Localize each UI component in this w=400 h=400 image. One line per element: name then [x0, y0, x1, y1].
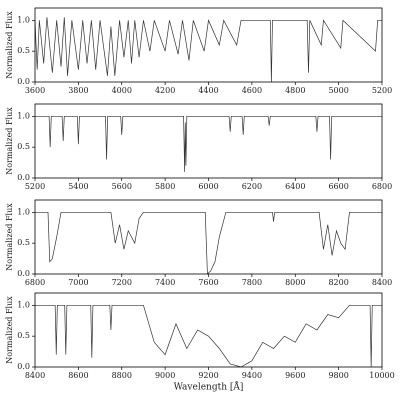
x-tick-label: 9400 — [242, 371, 262, 380]
x-tick-label: 9800 — [328, 371, 348, 380]
x-tick-label: 7800 — [242, 278, 262, 287]
x-tick-label: 4200 — [155, 86, 175, 95]
spectrum-line — [35, 304, 382, 368]
x-tick-label: 5200 — [372, 86, 392, 95]
x-axis-label: Wavelength [Å] — [174, 381, 244, 393]
y-tick-label: 1.0 — [17, 15, 30, 24]
x-tick-label: 6800 — [372, 182, 392, 191]
y-axis-label: Normalized Flux — [5, 11, 14, 79]
plot-frame — [34, 199, 383, 275]
x-tick-label: 8800 — [112, 371, 132, 380]
y-tick-label: 0.0 — [17, 173, 30, 182]
y-axis-label: Normalized Flux — [5, 203, 14, 271]
y-tick-label: 1.0 — [17, 111, 30, 120]
x-tick-label: 8600 — [68, 371, 88, 380]
x-tick-label: 6400 — [285, 182, 305, 191]
spectrum-line — [35, 115, 382, 172]
x-tick-label: 6600 — [328, 182, 348, 191]
y-tick-label: 1.0 — [17, 207, 30, 216]
x-tick-label: 9200 — [198, 371, 218, 380]
spectrum-line — [35, 211, 382, 275]
y-tick-label: 0.5 — [17, 46, 30, 55]
x-tick-label: 7400 — [155, 278, 175, 287]
y-tick-label: 0.0 — [17, 362, 30, 371]
plot-frame — [34, 103, 383, 179]
x-tick-label: 4000 — [112, 86, 132, 95]
y-tick-label: 0.5 — [17, 142, 30, 151]
y-tick-label: 0.5 — [17, 238, 30, 247]
x-tick-label: 7000 — [68, 278, 88, 287]
plot-frame — [34, 292, 383, 368]
x-tick-label: 5000 — [328, 86, 348, 95]
y-tick-label: 0.0 — [17, 269, 30, 278]
x-tick-label: 8000 — [285, 278, 305, 287]
x-tick-label: 8400 — [25, 371, 45, 380]
x-tick-label: 7600 — [198, 278, 218, 287]
y-tick-label: 1.0 — [17, 300, 30, 309]
spectrum-line — [34, 17, 382, 83]
x-tick-label: 6800 — [25, 278, 45, 287]
x-tick-label: 4600 — [242, 86, 262, 95]
x-tick-label: 8200 — [328, 278, 348, 287]
plot-frame — [34, 7, 383, 83]
x-tick-label: 3800 — [68, 86, 88, 95]
x-tick-label: 5400 — [68, 182, 88, 191]
y-tick-label: 0.0 — [17, 77, 30, 86]
y-axis-label: Normalized Flux — [5, 107, 14, 175]
x-tick-label: 5200 — [25, 182, 45, 191]
x-tick-label: 8400 — [372, 278, 392, 287]
x-tick-label: 4400 — [198, 86, 218, 95]
x-tick-label: 9000 — [155, 371, 175, 380]
x-tick-label: 10000 — [369, 371, 394, 380]
x-tick-label: 6200 — [242, 182, 262, 191]
x-tick-label: 5800 — [155, 182, 175, 191]
y-axis-label: Normalized Flux — [5, 296, 14, 364]
x-tick-label: 7200 — [112, 278, 132, 287]
x-tick-label: 5600 — [112, 182, 132, 191]
x-tick-label: 6000 — [198, 182, 218, 191]
x-tick-label: 4800 — [285, 86, 305, 95]
x-tick-label: 9600 — [285, 371, 305, 380]
y-tick-label: 0.5 — [17, 331, 30, 340]
x-tick-label: 3600 — [25, 86, 45, 95]
